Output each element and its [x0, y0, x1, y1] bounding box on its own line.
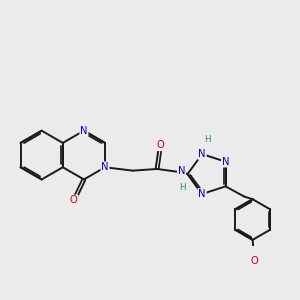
Text: N: N — [101, 162, 109, 172]
Text: H: H — [204, 135, 211, 144]
Text: H: H — [179, 183, 185, 192]
Text: N: N — [222, 157, 229, 167]
Text: N: N — [198, 149, 206, 159]
Text: N: N — [198, 189, 206, 199]
Text: O: O — [250, 256, 258, 266]
Text: O: O — [157, 140, 164, 150]
Text: N: N — [80, 126, 88, 136]
Text: N: N — [178, 166, 185, 176]
Text: O: O — [70, 195, 78, 206]
